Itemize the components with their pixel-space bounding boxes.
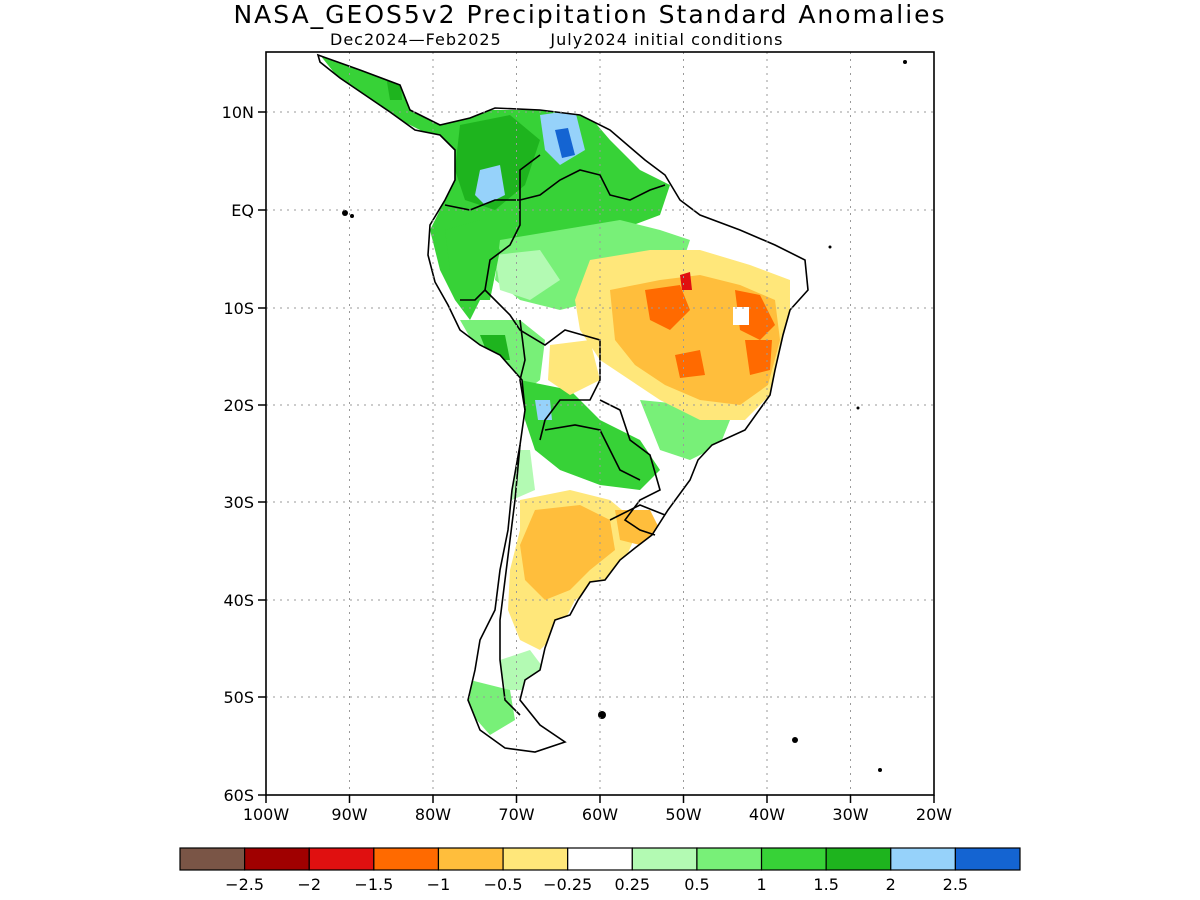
colorbar-box	[760, 847, 827, 871]
colorbar-label: 2.5	[943, 875, 968, 894]
lat-label: 60S	[223, 786, 254, 805]
anomaly-shading	[320, 55, 790, 735]
lon-label: 50W	[665, 805, 701, 824]
lat-label: 30S	[223, 493, 254, 512]
lat-label: 10N	[222, 103, 254, 122]
colorbar-box	[308, 847, 375, 871]
lon-label: 60W	[582, 805, 618, 824]
lon-label: 20W	[916, 805, 952, 824]
colorbar-box	[502, 847, 569, 871]
colorbar-label: −1.5	[354, 875, 393, 894]
colorbar-box	[179, 847, 246, 871]
colorbar-label: −0.25	[543, 875, 592, 894]
lon-label: 40W	[749, 805, 785, 824]
lat-label: 10S	[223, 299, 254, 318]
colorbar-box	[437, 847, 504, 871]
colorbar-box	[244, 847, 310, 871]
colorbar-box	[825, 847, 892, 871]
colorbar-label: −2	[297, 875, 321, 894]
colorbar-label: −2.5	[225, 875, 264, 894]
colorbar-box	[696, 847, 763, 871]
lat-label: 20S	[223, 396, 254, 415]
lon-label: 30W	[832, 805, 868, 824]
colorbar-boxes	[179, 847, 1021, 871]
gridlines	[266, 52, 934, 795]
forecast-period: Dec2024—Feb2025	[330, 30, 502, 49]
lat-label: EQ	[231, 201, 254, 220]
colorbar-box	[954, 847, 1021, 871]
colorbar-box	[567, 847, 633, 871]
colorbar-label: 0.25	[614, 875, 650, 894]
coastlines-and-borders	[316, 53, 809, 753]
colorbar-label: 2	[886, 875, 896, 894]
lat-label: 50S	[223, 688, 254, 707]
colorbar-label: 1.5	[813, 875, 838, 894]
lon-label: 90W	[331, 805, 367, 824]
colorbar-label: 0.5	[684, 875, 709, 894]
colorbar-labels: −2.5 −2 −1.5 −1 −0.5 −0.25 0.25 0.5 1 1.5 2 2.5	[225, 875, 968, 894]
lon-label: 70W	[498, 805, 534, 824]
lon-label: 100W	[243, 805, 290, 824]
colorbar-label: 1	[756, 875, 766, 894]
colorbar-label: −1	[427, 875, 451, 894]
colorbar-box	[373, 847, 440, 871]
lon-label: 80W	[415, 805, 451, 824]
lat-label: 40S	[223, 591, 254, 610]
colorbar-box	[631, 847, 698, 871]
initial-conditions: July2024 initial conditions	[550, 30, 784, 49]
colorbar-label: −0.5	[484, 875, 523, 894]
map-subtitle: Dec2024—Feb2025 July2024 initial conditi…	[330, 30, 783, 49]
colorbar-box	[890, 847, 956, 871]
map-title: NASA_GEOS5v2 Precipitation Standard Anom…	[233, 0, 947, 29]
